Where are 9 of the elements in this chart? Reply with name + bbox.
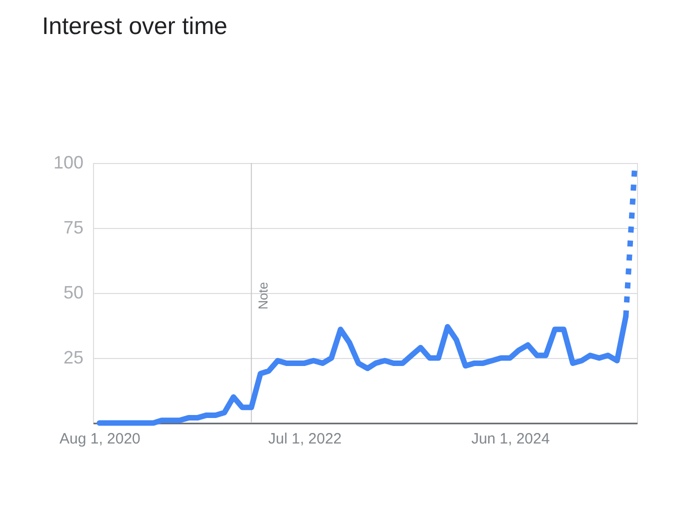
ref-line-label: Note [255,282,270,310]
y-tick-label: 100 [53,152,84,172]
x-tick-label: Jun 1, 2024 [471,430,550,448]
y-tick-label: 75 [63,218,84,238]
y-tick-label: 25 [63,348,84,368]
x-tick-label: Jul 1, 2022 [268,430,342,448]
y-tick-label: 50 [63,282,84,302]
x-tick-label: Aug 1, 2020 [60,430,140,448]
chart-title: Interest over time [42,13,228,40]
